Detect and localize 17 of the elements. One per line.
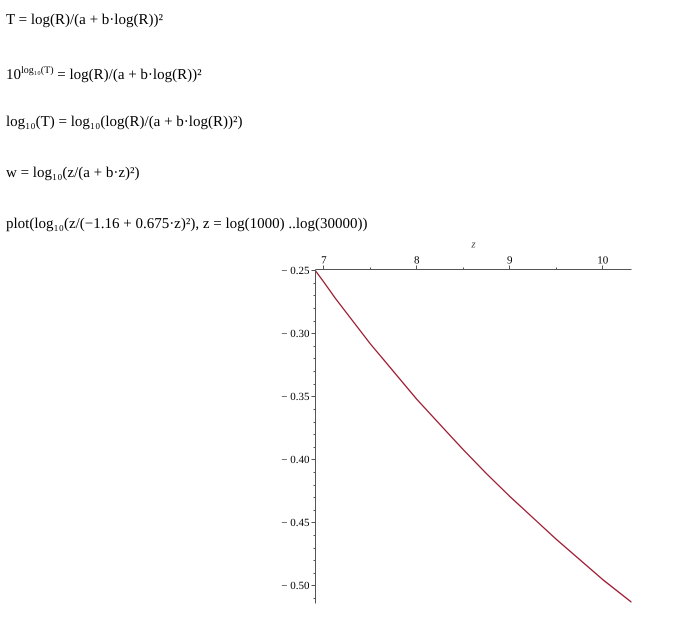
y-tick-label: − 0.30 [281,328,310,340]
text: log₁₀(T) = log₁₀(log(R)/(a + b·log(R))²) [5,113,244,132]
text: T = log(R)/(a + b·log(R))² [5,11,164,30]
y-tick-label: − 0.45 [281,516,310,529]
x-tick-label: 7 [321,254,328,266]
x-tick-label: 8 [414,254,420,266]
x-tick-label: 10 [597,254,609,266]
line-series [316,270,632,603]
y-tick-label: − 0.50 [281,580,310,592]
text: w = log₁₀(z/(a + b·z)²) [5,164,140,183]
y-tick-label: − 0.35 [281,390,310,403]
y-tick-label: − 0.40 [281,454,310,466]
y-tick-label: − 0.25 [281,264,310,277]
text: plot(log₁₀(z/(−1.16 + 0.675·z)²), z = log(1000) ..log(30000)) [6,216,368,232]
text: 10$^{log₁₀(T)}$ = log(R)/(a + b·log(R))² [5,64,203,85]
x-tick-label: 9 [506,254,513,266]
x-axis-title: z [470,238,476,250]
